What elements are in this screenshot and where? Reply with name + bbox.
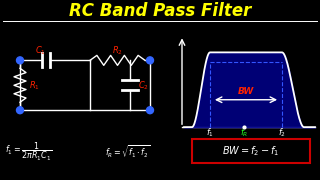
Text: BW: BW <box>238 87 254 96</box>
Text: $f_R = \sqrt{f_1 \cdot f_2}$: $f_R = \sqrt{f_1 \cdot f_2}$ <box>105 144 150 160</box>
Text: $C_2$: $C_2$ <box>139 79 149 91</box>
Text: $R_2$: $R_2$ <box>112 44 123 57</box>
Bar <box>192 139 310 163</box>
Text: $f_1$: $f_1$ <box>206 126 214 139</box>
Text: $BW = f_2 - f_1$: $BW = f_2 - f_1$ <box>222 144 280 158</box>
Text: RC Band Pass Filter: RC Band Pass Filter <box>69 3 251 21</box>
Text: $f_2$: $f_2$ <box>278 126 286 139</box>
Circle shape <box>17 57 23 64</box>
Circle shape <box>147 107 154 114</box>
Text: $f_R$: $f_R$ <box>240 126 248 139</box>
Circle shape <box>147 57 154 64</box>
Text: $C_1$: $C_1$ <box>35 44 45 57</box>
Text: $f_1 = \dfrac{1}{2\pi R_1 C_1}$: $f_1 = \dfrac{1}{2\pi R_1 C_1}$ <box>5 141 52 163</box>
Text: $R_1$: $R_1$ <box>28 79 39 91</box>
Circle shape <box>17 107 23 114</box>
